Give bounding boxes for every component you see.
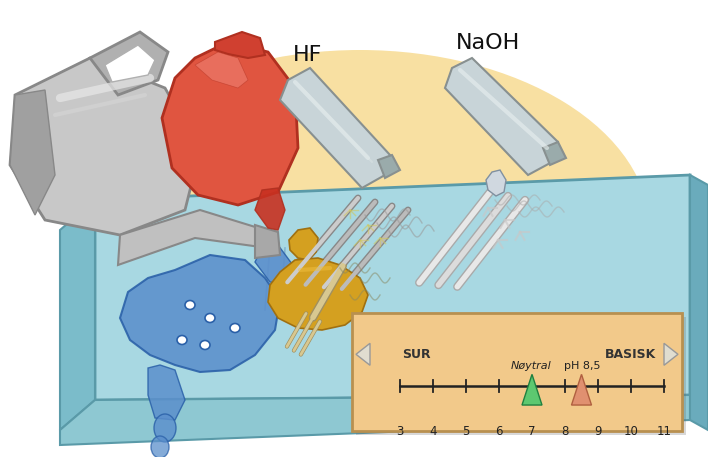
Ellipse shape [230,324,240,333]
Text: BASISK: BASISK [605,348,656,361]
Polygon shape [118,210,268,265]
Polygon shape [268,258,368,330]
FancyBboxPatch shape [356,317,686,435]
Polygon shape [10,58,200,235]
Polygon shape [215,32,265,58]
Polygon shape [664,343,678,365]
Text: 5: 5 [462,425,469,438]
Text: 9: 9 [594,425,602,438]
Polygon shape [571,374,591,405]
Text: 8: 8 [561,425,569,438]
Ellipse shape [185,301,195,309]
Ellipse shape [177,335,187,345]
Text: HF: HF [293,45,323,65]
Polygon shape [356,343,370,365]
Text: 4: 4 [429,425,437,438]
Text: pH 8,5: pH 8,5 [564,361,601,371]
Polygon shape [543,142,566,165]
Polygon shape [445,58,558,175]
Polygon shape [120,255,280,372]
Polygon shape [255,188,285,230]
Text: 7: 7 [528,425,536,438]
Ellipse shape [151,436,169,457]
Polygon shape [60,200,95,430]
Ellipse shape [70,50,650,410]
Polygon shape [90,32,168,95]
Text: 6: 6 [496,425,503,438]
Text: SUR: SUR [402,348,430,361]
Text: Nøytral: Nøytral [510,361,552,371]
Polygon shape [280,68,390,188]
Polygon shape [378,155,400,178]
Polygon shape [690,175,708,430]
Polygon shape [255,245,295,285]
Polygon shape [289,228,318,260]
Text: NaOH: NaOH [456,33,520,53]
Polygon shape [195,52,248,88]
FancyBboxPatch shape [352,313,682,431]
Text: 11: 11 [656,425,671,438]
Polygon shape [10,90,55,215]
Polygon shape [162,42,298,205]
Polygon shape [148,365,185,420]
Ellipse shape [205,314,215,323]
Text: 10: 10 [624,425,639,438]
Polygon shape [105,45,155,82]
Polygon shape [522,374,542,405]
Ellipse shape [154,414,176,442]
Ellipse shape [200,340,210,350]
Polygon shape [95,175,690,400]
Polygon shape [60,395,690,445]
Text: 3: 3 [396,425,404,438]
Polygon shape [486,170,506,196]
Polygon shape [255,225,280,258]
